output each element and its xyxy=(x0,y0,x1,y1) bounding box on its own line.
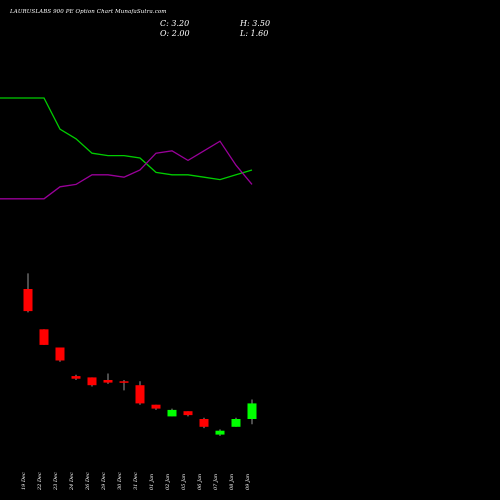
candle-body xyxy=(231,419,241,427)
candle-body xyxy=(55,347,65,361)
x-tick-label: 26 Dec xyxy=(85,472,91,491)
x-tick-label: 09 Jan xyxy=(245,474,251,490)
indicator-line-2 xyxy=(0,140,253,200)
candle-body xyxy=(87,377,97,386)
x-tick-label: 02 Jan xyxy=(165,474,171,490)
candle-body xyxy=(23,289,33,312)
low-value: L: 1.60 xyxy=(240,29,269,38)
x-tick-label: 01 Jan xyxy=(149,474,155,490)
candle-body xyxy=(103,380,113,383)
x-tick-label: 29 Dec xyxy=(101,472,107,491)
open-value: O: 2.00 xyxy=(160,29,190,38)
x-tick-label: 23 Dec xyxy=(53,472,59,491)
candle-body xyxy=(215,430,225,435)
candle-body xyxy=(151,404,161,409)
x-tick-label: 19 Dec xyxy=(21,472,27,490)
candle-body xyxy=(247,403,257,419)
candle-body xyxy=(39,329,49,345)
indicator-line-1 xyxy=(0,97,253,181)
chart-title: LAURUSLABS 900 PE Option Chart MunafaSut… xyxy=(10,9,167,15)
candle-body xyxy=(199,419,209,427)
x-tick-label: 07 Jan xyxy=(213,474,219,490)
candle-body xyxy=(71,376,81,379)
x-tick-label: 22 Dec xyxy=(37,472,43,491)
high-value: H: 3.50 xyxy=(240,19,271,28)
x-tick-label: 08 Jan xyxy=(229,474,235,490)
candle-body xyxy=(183,411,193,416)
candle-body xyxy=(167,409,177,417)
close-value: C: 3.20 xyxy=(160,19,190,28)
candle-body xyxy=(135,385,145,404)
x-tick-label: 31 Dec xyxy=(133,472,139,490)
x-tick-label: 05 Jan xyxy=(181,474,187,490)
x-tick-label: 24 Dec xyxy=(69,472,75,491)
x-tick-label: 30 Dec xyxy=(117,472,123,490)
x-tick-label: 06 Jan xyxy=(197,474,203,490)
candle-body xyxy=(119,381,129,383)
